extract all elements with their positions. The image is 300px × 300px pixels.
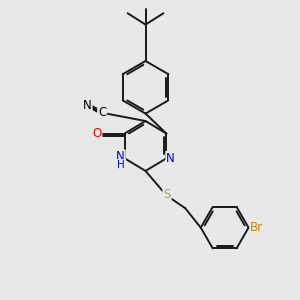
Text: N: N: [116, 150, 125, 164]
Text: C: C: [98, 106, 106, 119]
Text: H: H: [117, 160, 124, 170]
Text: O: O: [92, 127, 101, 140]
Text: Br: Br: [250, 221, 263, 234]
Text: N: N: [166, 152, 175, 165]
Text: S: S: [163, 188, 171, 201]
Text: N: N: [83, 99, 92, 112]
